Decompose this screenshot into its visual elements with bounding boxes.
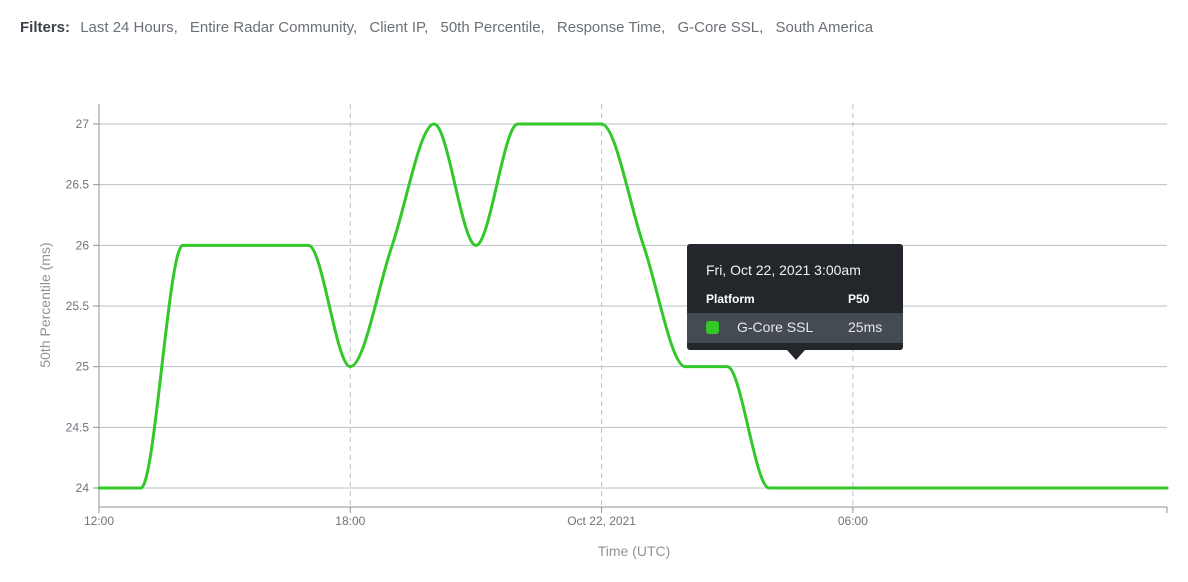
filter-region[interactable]: South America <box>775 19 874 36</box>
tooltip-series-value: 25ms <box>848 319 883 335</box>
filter-metric[interactable]: Response Time, <box>556 19 666 36</box>
y-tick-label: 26 <box>76 238 90 252</box>
y-tick-label: 27 <box>76 117 90 131</box>
hover-tooltip: Fri, Oct 22, 2021 3:00am Platform P50 G-… <box>687 244 903 360</box>
filter-timeframe[interactable]: Last 24 Hours, <box>80 19 178 36</box>
tooltip-series-name: G-Core SSL <box>737 319 814 335</box>
filters-bar: Filters: Last 24 Hours, Entire Radar Com… <box>20 19 881 36</box>
filter-client-ip[interactable]: Client IP, <box>369 19 429 36</box>
y-axis-title: 50th Percentile (ms) <box>37 242 53 367</box>
tooltip-date: Fri, Oct 22, 2021 3:00am <box>706 262 861 278</box>
x-tick-label: 12:00 <box>84 514 114 528</box>
y-tick-label: 25 <box>76 360 90 374</box>
series-layer[interactable] <box>97 122 1169 490</box>
axis-layer: 24 24.5 25 25.5 26 26.5 27 12:00 18:00 Oct 22, 20… <box>66 104 1168 528</box>
filter-platform[interactable]: G-Core SSL, <box>677 19 764 36</box>
tooltip-col-p50: P50 <box>848 292 870 306</box>
y-tick-label: 25.5 <box>66 299 90 313</box>
tooltip-row: G-Core SSL 25ms <box>687 313 903 343</box>
x-axis-title: Time (UTC) <box>598 543 671 559</box>
grid-layer <box>99 104 1167 507</box>
x-tick-label: 06:00 <box>838 514 868 528</box>
filters-label: Filters: <box>20 19 71 36</box>
tooltip-col-platform: Platform <box>706 292 755 306</box>
series-color-swatch <box>706 321 719 334</box>
filter-community[interactable]: Entire Radar Community, <box>189 19 358 36</box>
y-tick-label: 26.5 <box>66 178 90 192</box>
series-line-g-core-ssl[interactable] <box>97 122 1169 490</box>
filter-percentile[interactable]: 50th Percentile, <box>440 19 545 36</box>
y-tick-label: 24.5 <box>66 420 90 434</box>
y-tick-label: 24 <box>76 481 90 495</box>
x-tick-label: 18:00 <box>335 514 365 528</box>
x-tick-label: Oct 22, 2021 <box>567 514 636 528</box>
